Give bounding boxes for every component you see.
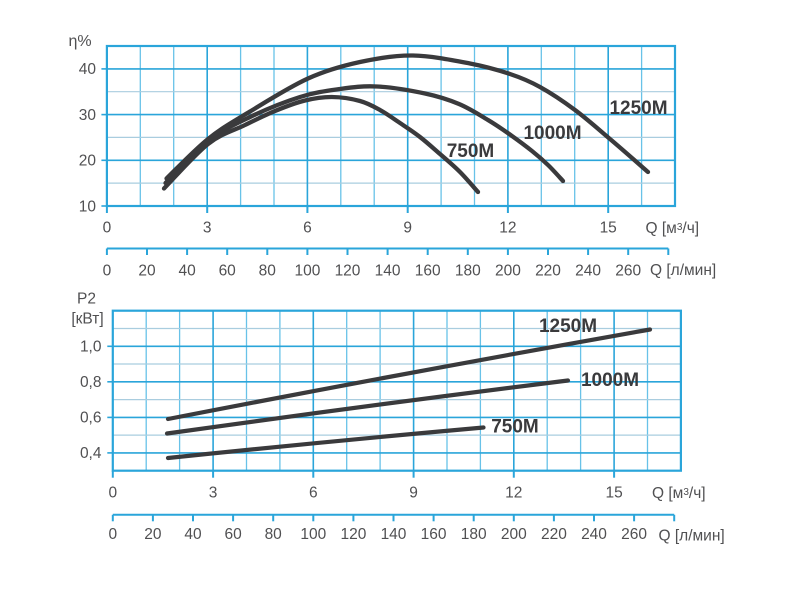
svg-text:30: 30 xyxy=(79,107,97,124)
svg-text:Q [л/мин]: Q [л/мин] xyxy=(659,528,725,545)
svg-text:6: 6 xyxy=(309,485,318,502)
svg-text:160: 160 xyxy=(415,263,441,280)
svg-text:[кВт]: [кВт] xyxy=(71,311,103,328)
svg-text:0,4: 0,4 xyxy=(80,445,102,462)
svg-text:80: 80 xyxy=(259,263,277,280)
svg-text:0: 0 xyxy=(108,485,117,502)
svg-text:3: 3 xyxy=(209,485,218,502)
svg-text:220: 220 xyxy=(541,526,567,543)
svg-text:0: 0 xyxy=(108,526,117,543)
svg-text:180: 180 xyxy=(461,526,487,543)
svg-text:0: 0 xyxy=(103,263,112,280)
svg-text:260: 260 xyxy=(615,263,641,280)
svg-text:15: 15 xyxy=(600,220,617,237)
svg-text:260: 260 xyxy=(621,526,647,543)
svg-text:40: 40 xyxy=(79,61,97,78)
svg-text:180: 180 xyxy=(455,263,481,280)
svg-text:1000M: 1000M xyxy=(523,123,581,144)
svg-text:9: 9 xyxy=(403,220,412,237)
svg-text:15: 15 xyxy=(605,485,622,502)
svg-text:1250M: 1250M xyxy=(609,98,667,119)
svg-text:1250M: 1250M xyxy=(539,316,597,337)
svg-text:140: 140 xyxy=(375,263,401,280)
svg-text:3: 3 xyxy=(203,220,212,237)
svg-text:60: 60 xyxy=(224,526,242,543)
svg-text:η%: η% xyxy=(68,33,91,50)
svg-text:240: 240 xyxy=(575,263,601,280)
svg-text:40: 40 xyxy=(178,263,196,280)
svg-text:750M: 750M xyxy=(447,141,495,162)
svg-text:10: 10 xyxy=(79,198,97,215)
svg-text:20: 20 xyxy=(138,263,156,280)
svg-text:Q [м3/ч]: Q [м3/ч] xyxy=(652,485,706,502)
svg-text:100: 100 xyxy=(294,263,320,280)
svg-text:Q [м3/ч]: Q [м3/ч] xyxy=(646,220,700,237)
svg-text:1000M: 1000M xyxy=(581,370,639,391)
svg-text:140: 140 xyxy=(381,526,407,543)
svg-text:200: 200 xyxy=(495,263,521,280)
svg-text:200: 200 xyxy=(501,526,527,543)
svg-text:12: 12 xyxy=(499,220,516,237)
svg-text:1,0: 1,0 xyxy=(80,339,102,356)
svg-text:20: 20 xyxy=(79,153,97,170)
svg-text:750M: 750M xyxy=(491,417,539,438)
svg-text:120: 120 xyxy=(340,526,366,543)
svg-text:P2: P2 xyxy=(77,291,96,308)
svg-text:12: 12 xyxy=(505,485,522,502)
svg-text:100: 100 xyxy=(300,526,326,543)
svg-text:240: 240 xyxy=(581,526,607,543)
svg-text:60: 60 xyxy=(219,263,237,280)
svg-text:0,6: 0,6 xyxy=(80,410,102,427)
svg-text:20: 20 xyxy=(144,526,162,543)
svg-text:80: 80 xyxy=(265,526,283,543)
svg-text:9: 9 xyxy=(409,485,418,502)
svg-text:0,8: 0,8 xyxy=(80,374,102,391)
svg-text:40: 40 xyxy=(184,526,202,543)
svg-text:0: 0 xyxy=(103,220,112,237)
svg-text:220: 220 xyxy=(535,263,561,280)
svg-text:120: 120 xyxy=(335,263,361,280)
svg-text:6: 6 xyxy=(303,220,312,237)
svg-text:160: 160 xyxy=(421,526,447,543)
svg-text:Q [л/мин]: Q [л/мин] xyxy=(650,262,716,279)
